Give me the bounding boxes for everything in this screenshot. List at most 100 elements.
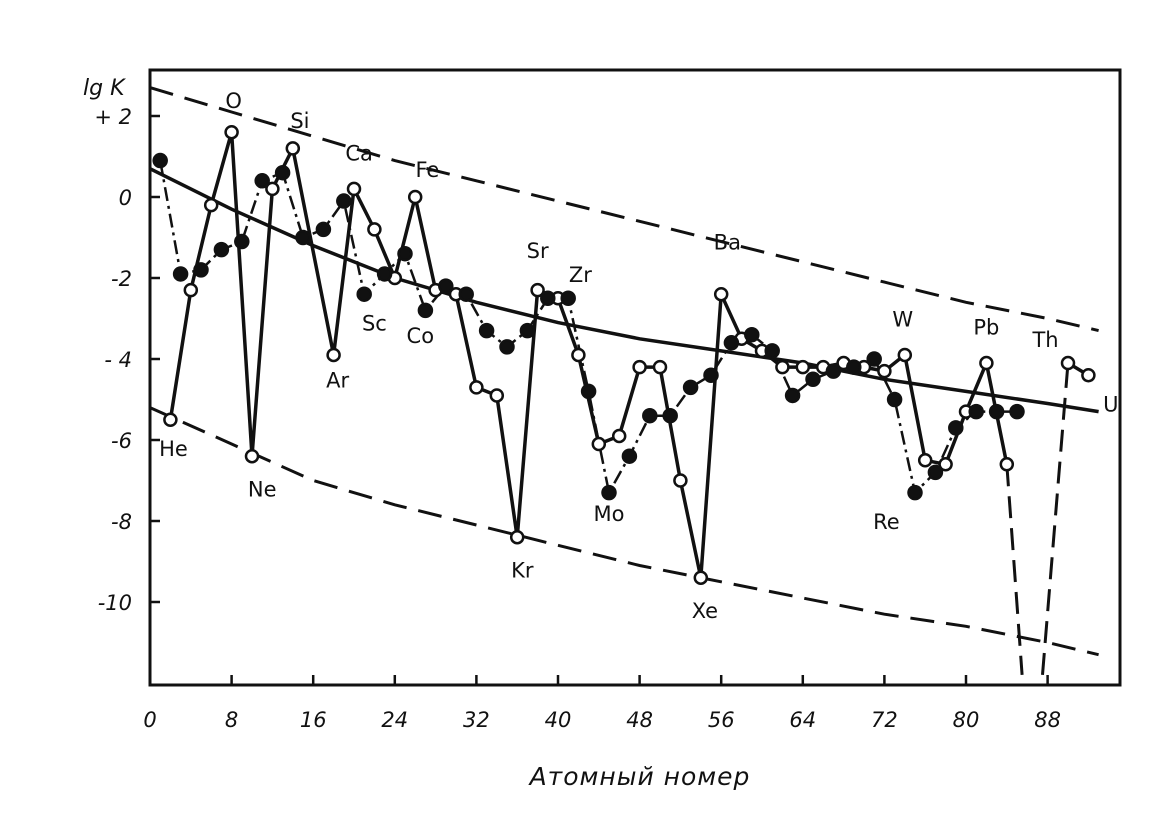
x-tick-label-32: 32: [463, 708, 490, 732]
filled-point-1-31: [784, 387, 801, 404]
open-point-0-40: [999, 457, 1015, 472]
filled-point-1-12: [397, 245, 413, 262]
filled-point-1-19: [540, 290, 556, 306]
element-label-Ne: Ne: [248, 478, 277, 502]
filled-point-1-2: [193, 262, 209, 278]
filled-point-1-0: [152, 152, 168, 169]
curves-layer: [150, 86, 1099, 676]
filled-point-1-21: [580, 383, 597, 400]
y-tick-label-0: 0: [119, 186, 132, 210]
filled-point-1-30: [764, 343, 780, 359]
open-point-0-35: [897, 347, 913, 363]
element-label-Co: Co: [407, 324, 435, 348]
open-point-0-15: [489, 388, 505, 403]
element-label-Th: Th: [1031, 328, 1058, 352]
filled-point-1-7: [295, 229, 311, 246]
open-point-0-25: [693, 570, 709, 585]
x-tick-label-80: 80: [953, 708, 980, 732]
open-point-0-29: [775, 359, 790, 375]
filled-point-1-18: [519, 322, 536, 339]
x-tick-label-0: 0: [143, 708, 156, 732]
dashed-drop-line-0: [1005, 464, 1024, 676]
lower-envelope-curve: [150, 406, 1099, 657]
filled-point-1-29: [744, 326, 760, 343]
x-tick-label-16: 16: [300, 708, 327, 732]
open-point-0-34: [877, 363, 892, 379]
element-labels-layer: He O Ne Si Ca Ar Sc Fe Co Sr Zr Kr Mo Xe Ba W Re Pb Th U: [159, 89, 1118, 623]
open-point-0-5: [265, 181, 280, 197]
filled-point-1-9: [336, 193, 352, 209]
element-label-Xe: Xe: [692, 599, 718, 623]
open-point-2-1: [1081, 367, 1096, 383]
filled-point-1-13: [417, 302, 434, 319]
open-point-0-14: [469, 380, 484, 395]
x-tick-label-8: 8: [225, 708, 238, 732]
upper-envelope-curve: [150, 86, 1099, 333]
open-point-0-24: [673, 473, 688, 488]
open-point-0-37: [938, 457, 953, 472]
open-point-0-30: [795, 359, 811, 375]
open-point-0-20: [591, 436, 607, 452]
open-point-0-6: [285, 141, 301, 156]
filled-point-1-6: [274, 164, 291, 181]
open-point-0-0: [163, 412, 178, 427]
plot-frame: [148, 68, 1122, 687]
y-tick-label--4: - 4: [104, 348, 132, 372]
filled-point-1-14: [438, 278, 454, 294]
open-point-0-16: [509, 529, 525, 545]
y-tick-label--10: -10: [98, 591, 132, 615]
y-tick-label--8: -8: [111, 510, 132, 534]
series-line-1: [158, 160, 1017, 494]
open-point-0-36: [917, 453, 933, 468]
markers-layer: [152, 124, 1096, 585]
y-tick-layer: + 2 0 -2 - 4 -6 -8 -10: [94, 105, 160, 615]
x-tick-label-56: 56: [708, 708, 735, 732]
filled-point-1-5: [254, 173, 270, 189]
y-axis-label: lg K: [83, 76, 126, 101]
filled-point-1-24: [642, 407, 658, 424]
open-point-0-21: [611, 428, 627, 444]
filled-point-1-25: [662, 407, 678, 424]
filled-point-1-40: [968, 403, 984, 420]
filled-point-1-28: [723, 335, 740, 351]
element-label-Kr: Kr: [511, 559, 534, 583]
x-tick-label-48: 48: [626, 708, 653, 732]
x-tick-label-24: 24: [381, 708, 408, 732]
y-tick-label-2: + 2: [94, 105, 132, 129]
open-point-0-19: [571, 347, 586, 363]
filled-point-1-16: [478, 322, 495, 339]
y-tick-label--6: -6: [111, 429, 132, 453]
filled-point-1-37: [907, 484, 923, 501]
filled-point-1-23: [621, 448, 638, 464]
x-tick-label-88: 88: [1034, 708, 1061, 732]
open-point-0-22: [632, 359, 647, 375]
element-label-Zr: Zr: [569, 263, 592, 287]
filled-point-1-3: [213, 241, 230, 258]
element-label-O: O: [225, 89, 242, 113]
open-point-0-9: [367, 222, 382, 237]
element-label-He: He: [159, 437, 188, 461]
filled-point-1-27: [703, 367, 719, 383]
y-tick-label--2: -2: [111, 267, 132, 291]
element-label-Mo: Mo: [594, 502, 625, 526]
element-label-Si: Si: [290, 109, 309, 133]
filled-point-1-42: [1009, 403, 1025, 420]
filled-point-1-36: [886, 391, 903, 408]
filled-point-1-20: [560, 290, 576, 306]
x-axis-label: Атомный номер: [528, 762, 751, 791]
open-point-0-4: [244, 448, 260, 464]
filled-point-1-41: [988, 403, 1005, 420]
filled-point-1-38: [927, 464, 944, 481]
element-label-Ba: Ba: [714, 231, 741, 255]
filled-point-1-10: [356, 286, 372, 302]
filled-point-1-32: [805, 371, 821, 387]
filled-point-1-11: [376, 266, 393, 282]
filled-point-1-8: [315, 221, 332, 238]
filled-point-1-33: [825, 363, 842, 379]
filled-point-1-35: [866, 351, 882, 367]
filled-point-1-26: [682, 379, 699, 396]
open-point-0-7: [326, 347, 341, 363]
element-label-Fe: Fe: [416, 158, 440, 182]
filled-point-1-4: [234, 233, 250, 250]
filled-point-1-17: [499, 339, 515, 355]
